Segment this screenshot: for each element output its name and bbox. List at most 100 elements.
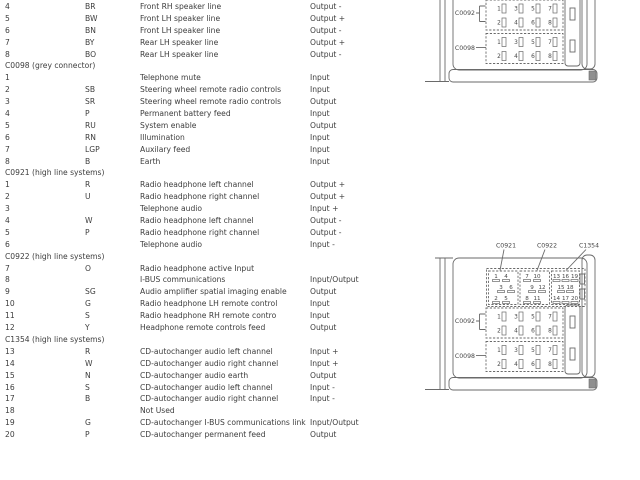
description-cell: Radio headphone right channel <box>140 227 260 237</box>
pin-cell: 13 <box>5 346 15 356</box>
description-cell: CD-autochanger audio right channel <box>140 394 279 404</box>
direction-cell: Output - <box>310 227 342 237</box>
pin-cell: 14 <box>5 358 15 368</box>
pin-terminal <box>538 290 546 293</box>
description-cell: I-BUS communications <box>140 275 226 285</box>
pin-cell: 8 <box>5 156 10 166</box>
direction-cell: Input + <box>310 346 339 356</box>
pin-cell: 4 <box>5 216 10 226</box>
description-cell: CD-autochanger I-BUS communications link <box>140 418 306 428</box>
pin-terminal <box>518 345 524 355</box>
pin-terminal <box>561 301 570 304</box>
description-cell: CD-autochanger permanent feed <box>140 430 266 440</box>
description-cell: Earth <box>140 156 161 166</box>
direction-cell: Output - <box>310 2 342 11</box>
base-flange <box>448 69 598 83</box>
connector-diagram-top-cropped: 1436257109128111316191518141720135724681… <box>425 0 640 92</box>
pin-terminal <box>518 37 524 47</box>
pin-cell: 6 <box>5 25 10 35</box>
pin-row: 10 G Radio headphone LH remote control Inpu… <box>0 298 424 310</box>
wire-cell: G <box>85 418 91 428</box>
pin-terminal <box>518 3 524 14</box>
pin-row: 20 P CD-autochanger permanent feed Output <box>0 429 424 441</box>
direction-cell: Input - <box>310 394 335 404</box>
main-panel <box>452 0 588 71</box>
pin-cell: 6 <box>5 132 10 142</box>
pin-number: 4 <box>514 329 518 335</box>
description-cell: Illumination <box>140 132 185 142</box>
direction-cell: Input <box>310 73 330 83</box>
pin-number: 12 <box>538 285 545 291</box>
pin-terminal <box>497 290 505 293</box>
pin-cell: 8 <box>5 49 10 59</box>
pin-row: 8 BO Rear LH speaker line Output - <box>0 49 424 61</box>
wire-cell: RN <box>85 132 96 142</box>
pin-cell: 4 <box>5 109 10 119</box>
wire-cell: SG <box>85 287 96 297</box>
pin-terminal <box>552 3 558 14</box>
pin-number: 8 <box>548 54 552 60</box>
pin-row: 19 G CD-autochanger I-BUS communications l… <box>0 417 424 429</box>
direction-cell <box>310 263 424 275</box>
pin-number: 2 <box>497 362 501 368</box>
description-cell: Radio headphone active Input <box>140 263 255 273</box>
c0092-leader <box>476 313 486 330</box>
direction-cell: Input + <box>310 204 339 214</box>
connector-section-header: C0098 (grey connector) <box>5 61 96 71</box>
pin-number: 6 <box>531 362 535 368</box>
pin-terminal <box>561 279 570 282</box>
pin-terminal <box>552 311 558 322</box>
pin-cell: 18 <box>5 406 15 416</box>
pin-cell: 19 <box>5 418 15 428</box>
direction-cell: Output <box>310 370 337 380</box>
wire-cell: BR <box>85 2 96 11</box>
pin-terminal <box>523 279 531 282</box>
pin-number: 3 <box>514 348 518 354</box>
pin-cell: 12 <box>5 323 15 333</box>
pin-cell: 3 <box>5 97 10 107</box>
wire-cell: S <box>85 311 90 321</box>
pin-terminal <box>535 3 541 14</box>
c1354-leader <box>565 249 587 271</box>
pin-cell: 1 <box>5 73 10 83</box>
pin-number: 5 <box>531 348 535 354</box>
pin-terminal <box>570 279 579 282</box>
description-cell: Front LH speaker line <box>140 13 221 23</box>
pin-row: 4 W Radio headphone left channel Output - <box>0 215 424 227</box>
base-flange <box>448 377 598 391</box>
strip-pin-slot <box>569 39 576 53</box>
direction-cell: Input - <box>310 382 335 392</box>
pin-terminal <box>552 279 561 282</box>
description-cell: Radio headphone LH remote control <box>140 299 278 309</box>
pin-number: 5 <box>531 40 535 46</box>
pin-row: 18 Not Used <box>0 405 424 417</box>
base-end-hatch <box>588 378 597 389</box>
pin-cell: 11 <box>5 311 15 321</box>
description-cell: Radio headphone right channel <box>140 192 260 202</box>
c0098-connector-block <box>485 33 564 64</box>
pin-number: 5 <box>531 7 535 13</box>
pin-cell: 7 <box>5 263 10 273</box>
direction-cell: Input <box>310 144 330 154</box>
description-cell: Front LH speaker line <box>140 25 221 35</box>
pin-cell: 1 <box>5 180 10 190</box>
pin-terminal <box>535 17 541 28</box>
description-cell: Not Used <box>140 406 175 416</box>
direction-cell: Output - <box>310 216 342 226</box>
pin-row: 5 P Radio headphone right channel Output - <box>0 227 424 239</box>
pin-number: 7 <box>525 274 529 280</box>
pin-number: 6 <box>531 329 535 335</box>
pin-terminal <box>552 325 558 336</box>
wire-cell: W <box>85 358 93 368</box>
c0922-label: C0922 <box>537 243 557 250</box>
pin-row: 16 S CD-autochanger audio left channel Inpu… <box>0 382 424 394</box>
direction-cell: Input + <box>310 358 339 368</box>
pin-row: 6 Telephone audio Input - <box>0 239 424 251</box>
pin-number: 10 <box>533 274 541 280</box>
pin-number: 17 <box>562 296 570 302</box>
wire-cell: P <box>85 109 90 119</box>
c0098-connector-block <box>485 341 564 372</box>
direction-cell: Input/Output <box>310 275 359 285</box>
direction-cell: Output <box>310 323 337 333</box>
